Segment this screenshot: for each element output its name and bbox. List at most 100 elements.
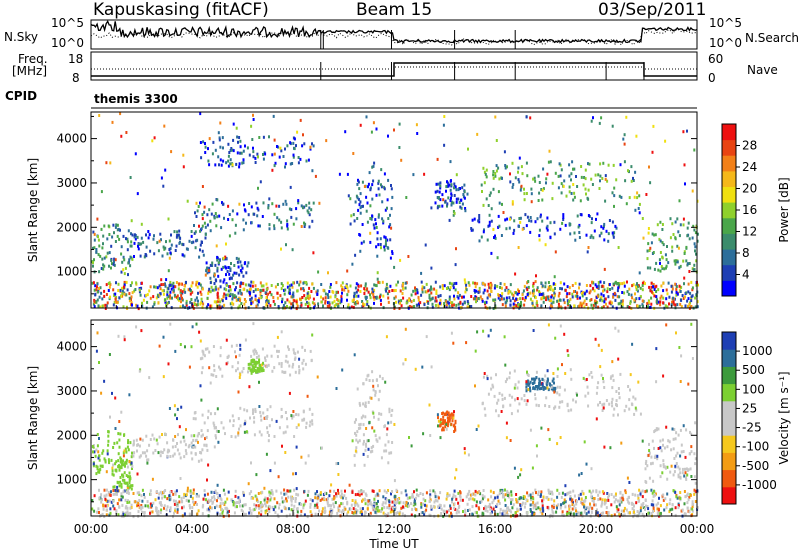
velocity-cell — [648, 476, 651, 480]
velocity-cell — [297, 493, 300, 497]
power-cell — [559, 305, 562, 309]
velocity-cell — [184, 494, 187, 498]
power-cell — [179, 305, 182, 309]
velocity-cell — [221, 511, 224, 515]
velocity-cell — [253, 362, 256, 366]
velocity-cell — [254, 362, 257, 366]
velocity-cell — [586, 385, 589, 389]
velocity-cell — [253, 503, 256, 507]
velocity-cell — [105, 488, 108, 492]
power-cell — [557, 186, 560, 190]
velocity-cell — [373, 415, 375, 419]
velocity-cell — [627, 385, 630, 388]
power-cell — [258, 297, 261, 301]
power-cell — [613, 231, 616, 235]
power-cell — [383, 245, 386, 249]
velocity-cell — [121, 478, 124, 482]
velocity-cell — [650, 503, 653, 507]
velocity-cell — [526, 382, 529, 386]
velocity-cell — [546, 380, 549, 384]
power-cell — [408, 305, 411, 308]
power-cell — [397, 300, 400, 304]
velocity-cell — [184, 443, 187, 447]
power-cell — [648, 249, 651, 252]
velocity-cell — [469, 493, 472, 497]
velocity-cell — [637, 496, 640, 500]
velocity-cell — [242, 510, 244, 514]
power-cell — [571, 160, 574, 164]
power-cell — [637, 207, 640, 210]
velocity-cell — [264, 359, 267, 362]
power-noise — [167, 217, 170, 221]
velocity-cell — [222, 488, 225, 492]
power-cell — [308, 303, 311, 307]
power-cell — [695, 259, 698, 263]
velocity-cell — [294, 356, 297, 360]
power-cell — [371, 183, 374, 187]
velocity-cell — [280, 415, 283, 419]
velocity-cell — [356, 387, 359, 391]
power-cell — [216, 258, 219, 262]
velocity-cell — [309, 505, 312, 509]
velocity-cell — [394, 506, 397, 510]
power-cell — [307, 301, 310, 305]
velocity-cell — [477, 506, 480, 510]
velocity-cell — [249, 362, 252, 366]
velocity-cell — [395, 488, 398, 492]
velocity-cell — [248, 507, 251, 510]
velocity-cell — [404, 504, 407, 507]
velocity-cell — [668, 502, 671, 506]
power-cell — [446, 287, 448, 290]
power-cell — [497, 296, 500, 300]
power-cell — [540, 292, 543, 296]
power-cell — [366, 300, 369, 303]
power-cell — [181, 290, 184, 294]
velocity-cell — [173, 502, 176, 506]
power-cell — [197, 291, 199, 295]
velocity-cell — [136, 504, 138, 508]
power-cell — [389, 284, 392, 288]
velocity-cell — [475, 500, 478, 504]
power-noise — [307, 211, 310, 215]
power-cell — [200, 301, 203, 305]
velocity-cell — [359, 403, 362, 407]
velocity-cell — [657, 427, 660, 431]
power-cell — [474, 285, 477, 289]
velocity-cell — [193, 502, 196, 506]
velocity-cell — [495, 505, 498, 508]
power-cell — [450, 200, 453, 204]
power-cell — [118, 296, 121, 300]
power-cell — [168, 248, 171, 251]
power-cell — [490, 219, 493, 223]
velocity-cell — [96, 467, 99, 471]
power-cell — [145, 293, 148, 297]
power-cell — [485, 300, 488, 304]
power-cell — [237, 291, 240, 295]
velocity-cell — [147, 504, 149, 508]
power-cell — [112, 223, 115, 227]
velocity-cell — [626, 498, 629, 502]
power-cell — [583, 292, 586, 296]
velocity-cell — [206, 508, 209, 512]
velocity-cell — [623, 513, 626, 517]
power-cell — [178, 282, 181, 286]
power-cell — [366, 302, 369, 306]
power-cell — [386, 198, 389, 202]
velocity-cell — [104, 504, 107, 508]
velocity-cell — [197, 459, 200, 463]
power-cell — [675, 293, 678, 297]
velocity-cell — [174, 507, 177, 511]
power-cell — [628, 196, 631, 200]
power-cell — [365, 295, 368, 299]
power-cell — [465, 288, 468, 292]
power-cell — [439, 186, 442, 190]
velocity-cell — [364, 448, 367, 452]
power-cell — [544, 285, 547, 289]
power-cell — [162, 292, 165, 296]
velocity-cell — [547, 388, 550, 392]
power-noise — [476, 132, 479, 136]
velocity-cell — [251, 369, 254, 373]
power-cell — [425, 290, 428, 294]
velocity-cell — [302, 506, 305, 510]
velocity-cell — [376, 439, 379, 443]
